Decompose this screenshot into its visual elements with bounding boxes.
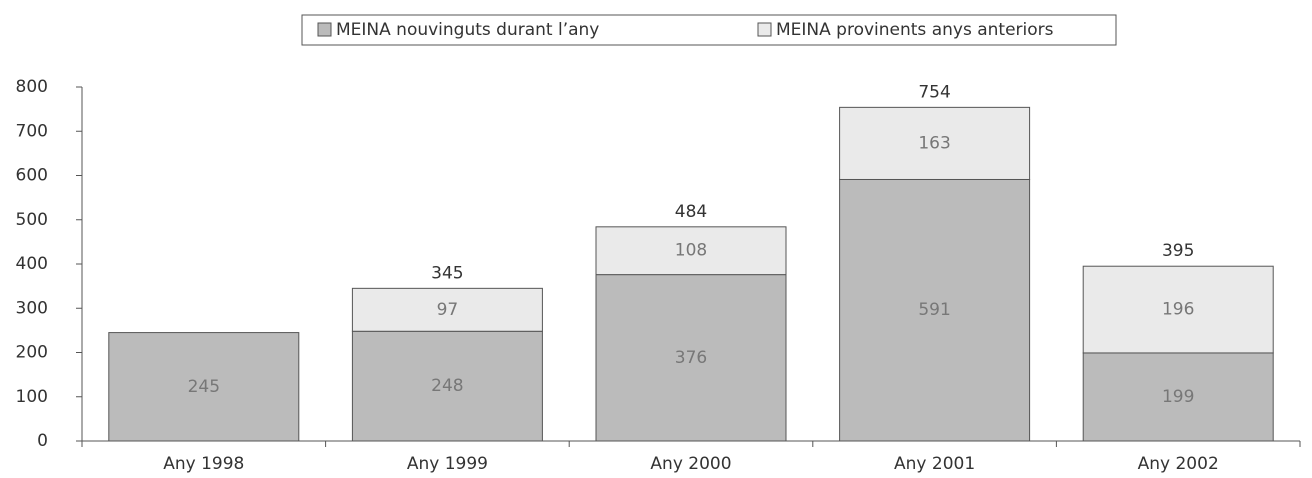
legend-label: MEINA provinents anys anteriors	[776, 20, 1054, 40]
y-tick-label: 0	[37, 431, 48, 451]
bar-segment	[351, 287, 543, 332]
x-tick-label: Any 2000	[650, 454, 731, 474]
x-tick-label: Any 1998	[163, 454, 244, 474]
y-tick-label: 500	[16, 210, 48, 230]
x-tick-label: Any 1999	[407, 454, 488, 474]
y-tick-label: 700	[16, 121, 48, 141]
x-tick-label: Any 2001	[894, 454, 975, 474]
bar-segment	[595, 226, 787, 276]
y-tick-label: 100	[16, 387, 48, 407]
total-label: 345	[431, 263, 463, 283]
y-tick-label: 300	[16, 298, 48, 318]
legend-box	[301, 14, 1117, 46]
data-label: 591	[918, 300, 950, 320]
bar-segment	[839, 106, 1031, 180]
x-tick-label: Any 2002	[1138, 454, 1219, 474]
bar-segment	[351, 330, 543, 442]
legend-swatch	[757, 22, 772, 37]
data-label: 248	[431, 376, 463, 396]
bar-segment	[108, 332, 300, 442]
total-label: 754	[918, 82, 950, 102]
y-tick-label: 400	[16, 254, 48, 274]
y-tick-label: 200	[16, 343, 48, 363]
data-label: 245	[188, 377, 220, 397]
legend-swatch	[317, 22, 332, 37]
bar-segment	[1082, 352, 1274, 442]
y-tick-label: 800	[16, 77, 48, 97]
bar-segment	[595, 274, 787, 442]
data-label: 196	[1162, 300, 1194, 320]
total-label: 395	[1162, 241, 1194, 261]
y-tick-label: 600	[16, 166, 48, 186]
bar-segment	[1082, 265, 1274, 354]
legend-label: MEINA nouvinguts durant l’any	[336, 20, 599, 40]
data-label: 376	[675, 348, 707, 368]
data-label: 163	[918, 133, 950, 153]
data-label: 199	[1162, 387, 1194, 407]
total-label: 484	[675, 202, 707, 222]
data-label: 97	[437, 300, 459, 320]
data-label: 108	[675, 241, 707, 261]
